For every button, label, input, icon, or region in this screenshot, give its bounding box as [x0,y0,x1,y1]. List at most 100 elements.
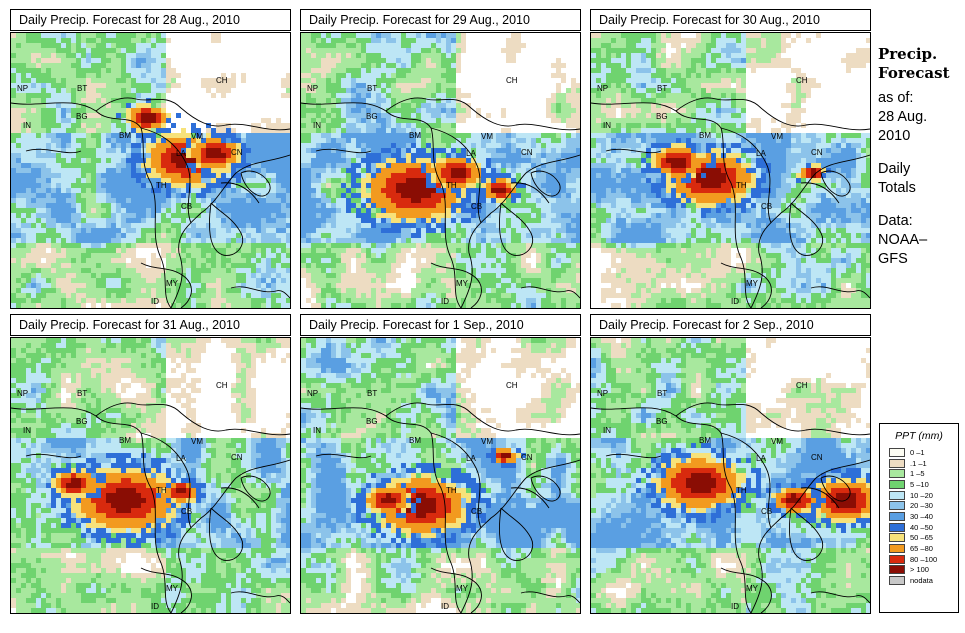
precip-cell [196,173,201,178]
precip-cell [401,143,406,148]
precip-cell [496,213,501,218]
precip-cell [106,213,111,218]
precip-cell [241,133,246,138]
precip-cell [571,143,576,148]
precip-cell [461,238,466,243]
precip-cell [371,263,376,268]
precip-cell [371,218,376,223]
precip-cell [61,138,66,143]
precip-cell [166,263,171,268]
precip-cell [86,58,91,63]
precip-cell [51,233,56,238]
precip-cell [446,38,451,43]
precip-cell [51,223,56,228]
precip-cell [161,113,166,118]
precip-cell [11,278,16,283]
precip-cell [156,63,161,68]
precip-cell [371,173,376,178]
precip-cell [461,43,466,48]
precip-cell [541,133,546,138]
precip-cell [556,238,561,243]
precip-cell [11,268,16,273]
precip-cell [331,78,336,83]
precip-cell [326,68,331,73]
precip-cell [361,233,366,238]
precip-cell [426,213,431,218]
precip-cell [41,183,46,188]
precip-cell [406,123,411,128]
precip-cell [571,98,576,103]
precip-cell [131,253,136,258]
precip-cell [271,133,276,138]
precip-cell [381,248,386,253]
precip-cell [461,183,466,188]
precip-cell [206,213,211,218]
precip-cell [501,273,506,278]
precip-cell [566,168,571,173]
precip-cell [351,103,356,108]
precip-cell [446,113,451,118]
precip-cell [431,33,436,38]
precip-cell [486,148,491,153]
precip-cell [56,38,61,43]
precip-cell [416,73,421,78]
precip-cell [176,73,181,78]
precip-cell [476,108,481,113]
precip-cell [386,153,391,158]
precip-cell [571,198,576,203]
precip-cell [261,188,266,193]
precip-cell [16,263,21,268]
precip-cell [481,138,486,143]
precip-cell [366,153,371,158]
precip-cell [336,228,341,233]
precip-cell [306,198,311,203]
precip-cell [211,173,216,178]
precip-cell [151,138,156,143]
precip-cell [311,188,316,193]
precip-cell [386,183,391,188]
precip-cell [66,78,71,83]
precip-cell [381,118,386,123]
precip-cell [76,203,81,208]
precip-cell [351,143,356,148]
precip-cell [101,253,106,258]
precip-cell [206,128,211,133]
precip-cell [436,168,441,173]
precip-cell [171,303,176,308]
precip-cell [141,183,146,188]
precip-cell [96,243,101,248]
precip-cell [231,83,236,88]
precip-cell [271,233,276,238]
precip-cell [61,223,66,228]
precip-cell [426,68,431,73]
precip-cell [56,228,61,233]
precip-cell [386,208,391,213]
precip-cell [366,213,371,218]
precip-cell [51,213,56,218]
precip-cell [371,33,376,38]
precip-cell [41,268,46,273]
precip-cell [11,213,16,218]
precip-cell [36,203,41,208]
precip-cell [156,203,161,208]
precip-cell [321,118,326,123]
precip-cell [311,53,316,58]
precip-cell [391,243,396,248]
precip-cell [316,103,321,108]
precip-cell [411,83,416,88]
precip-cell [476,218,481,223]
precip-cell [346,108,351,113]
precip-cell [26,123,31,128]
precip-cell [31,193,36,198]
precip-cell [321,148,326,153]
precip-cell [146,33,151,38]
precip-cell [271,278,276,283]
precip-cell [351,148,356,153]
precip-cell [346,268,351,273]
precip-cell [191,178,196,183]
precip-cell [66,143,71,148]
precip-cell [101,128,106,133]
precip-cell [566,163,571,168]
precip-cell [11,148,16,153]
precip-cell [286,148,290,153]
